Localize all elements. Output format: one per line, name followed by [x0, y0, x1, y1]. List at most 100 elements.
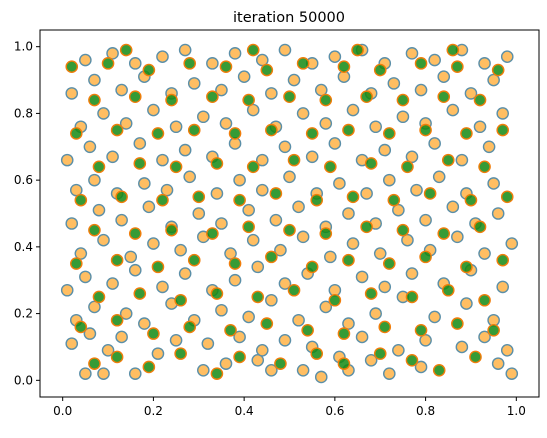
scatter-point-series-2-78 [324, 160, 337, 174]
scatter-point-series-1-123 [60, 153, 74, 167]
scatter-point-series-1-136 [378, 143, 392, 157]
x-tick-label: 0.8 [416, 404, 435, 418]
scatter-point-series-2-71 [500, 190, 514, 204]
scatter-point-series-2-42 [265, 250, 278, 264]
scatter-point-series-1-116 [333, 177, 346, 190]
scatter-point-series-2-63 [192, 190, 206, 204]
scatter-point-series-2-84 [110, 123, 124, 137]
scatter-point-series-1-49 [460, 297, 473, 310]
scatter-point-series-2-14 [74, 320, 88, 334]
scatter-point-series-1-72 [147, 237, 160, 250]
scatter-point-series-2-95 [88, 93, 101, 107]
scatter-point-series-1-44 [319, 300, 333, 314]
scatter-point-series-1-175 [464, 87, 478, 100]
scatter-point-series-1-87 [65, 217, 79, 230]
scatter-point-series-1-75 [224, 247, 237, 260]
scatter-point-series-1-176 [487, 73, 500, 87]
scatter-point-series-1-25 [278, 333, 292, 347]
scatter-point-series-1-161 [115, 83, 128, 97]
scatter-point-series-1-71 [124, 250, 138, 264]
scatter-point-series-2-109 [183, 57, 196, 70]
scatter-point-series-1-93 [215, 217, 228, 230]
scatter-point-series-1-183 [228, 47, 242, 60]
scatter-point-series-2-74 [169, 160, 183, 174]
scatter-point-series-1-144 [147, 103, 160, 117]
scatter-point-series-1-35 [88, 300, 101, 314]
scatter-point-series-1-54 [128, 263, 142, 277]
scatter-point-series-1-80 [346, 237, 360, 250]
scatter-point-series-2-47 [460, 260, 473, 274]
scatter-point-series-1-53 [106, 277, 119, 290]
scatter-point-series-1-60 [278, 277, 292, 290]
scatter-point-series-2-116 [451, 60, 464, 73]
scatter-point-series-1-127 [156, 153, 169, 167]
scatter-point-series-2-81 [441, 153, 455, 167]
scatter-point-series-1-110 [183, 170, 196, 184]
y-tick-label: 0.6 [14, 173, 33, 187]
scatter-point-series-2-33 [364, 287, 378, 300]
scatter-point-series-1-113 [255, 183, 269, 197]
axes-frame [39, 29, 540, 398]
scatter-point-series-1-165 [215, 83, 228, 97]
scatter-point-series-2-113 [337, 60, 351, 73]
scatter-point-series-1-117 [360, 187, 373, 200]
scatter-point-series-1-76 [246, 233, 260, 247]
scatter-point-series-2-94 [496, 123, 510, 137]
scatter-point-series-1-6 [251, 353, 265, 367]
scatter-point-series-2-96 [128, 90, 142, 104]
scatter-point-series-2-1 [88, 357, 101, 370]
scatter-point-series-2-114 [373, 63, 387, 77]
scatter-point-series-1-58 [228, 273, 242, 287]
scatter-point-series-2-8 [310, 347, 324, 360]
scatter-point-series-1-191 [428, 53, 441, 67]
scatter-point-series-2-57 [396, 223, 410, 237]
scatter-point-series-2-56 [360, 220, 373, 234]
scatter-point-series-1-43 [292, 313, 305, 327]
scatter-point-series-2-65 [269, 187, 283, 200]
scatter-point-series-1-7 [265, 364, 278, 377]
scatter-point-series-1-20 [151, 347, 165, 360]
scatter-point-series-2-45 [382, 257, 396, 270]
scatter-point-series-2-40 [187, 253, 201, 267]
scatter-point-series-2-97 [165, 93, 178, 107]
scatter-point-series-2-60 [74, 193, 88, 207]
scatter-point-series-2-3 [142, 360, 156, 374]
scatter-point-series-1-13 [414, 360, 428, 374]
scatter-point-series-2-91 [382, 127, 396, 140]
scatter-point-series-1-8 [296, 364, 310, 377]
scatter-point-series-2-30 [251, 290, 265, 304]
scatter-point-series-1-169 [314, 83, 328, 97]
scatter-point-series-2-17 [183, 320, 196, 334]
scatter-point-series-1-18 [101, 343, 115, 357]
scatter-point-series-1-131 [255, 153, 269, 167]
scatter-point-series-2-88 [265, 123, 278, 137]
scatter-point-series-2-103 [396, 93, 410, 107]
scatter-point-series-2-37 [69, 257, 83, 270]
scatter-point-series-2-54 [283, 223, 296, 237]
scatter-point-series-1-52 [79, 270, 92, 284]
scatter-point-series-1-84 [451, 230, 464, 244]
scatter-point-series-1-32 [478, 330, 491, 344]
scatter-point-series-1-166 [237, 70, 251, 84]
scatter-point-series-1-33 [500, 343, 514, 357]
scatter-point-series-2-83 [69, 127, 83, 140]
scatter-point-series-1-154 [396, 110, 410, 124]
scatter-point-series-2-73 [133, 157, 147, 170]
scatter-point-series-1-145 [169, 120, 183, 134]
scatter-point-series-2-51 [165, 223, 178, 237]
scatter-point-series-2-66 [310, 193, 324, 207]
scatter-point-series-2-48 [496, 253, 510, 267]
scatter-point-series-2-79 [364, 157, 378, 170]
scatter-point-series-1-112 [233, 173, 246, 187]
scatter-point-series-1-125 [106, 150, 119, 164]
scatter-point-series-1-9 [314, 370, 328, 384]
scatter-point-series-2-99 [242, 93, 255, 107]
scatter-point-series-1-73 [174, 243, 187, 257]
scatter-point-series-1-105 [69, 183, 83, 197]
scatter-point-series-1-86 [505, 237, 519, 250]
scatter-point-series-1-81 [373, 247, 387, 260]
scatter-point-series-1-140 [482, 140, 496, 154]
scatter-point-series-1-126 [133, 137, 147, 150]
scatter-point-series-2-5 [210, 367, 224, 380]
scatter-point-series-1-139 [455, 153, 469, 167]
